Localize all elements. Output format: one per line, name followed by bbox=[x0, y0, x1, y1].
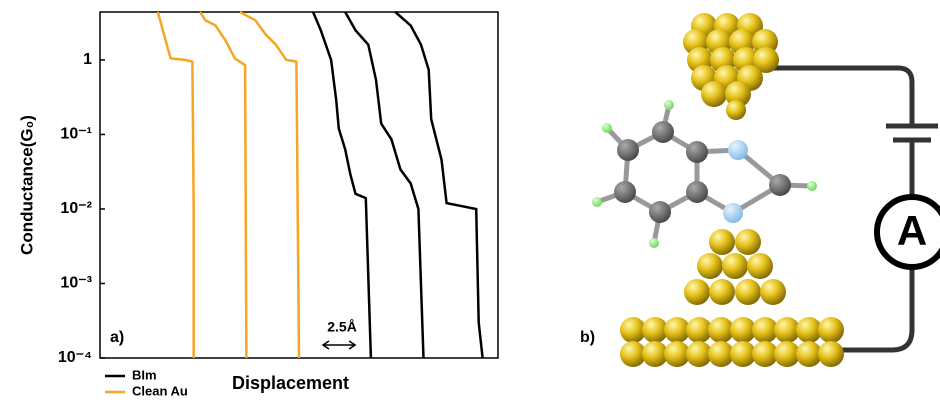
y-tick-label: 1 bbox=[83, 51, 92, 68]
atom bbox=[728, 140, 748, 160]
atom bbox=[697, 253, 723, 279]
trace-line bbox=[158, 12, 194, 358]
atom bbox=[760, 279, 786, 305]
atom bbox=[735, 229, 761, 255]
atom bbox=[649, 201, 671, 223]
atom bbox=[684, 279, 710, 305]
y-tick-label: 10⁻³ bbox=[60, 275, 92, 292]
atom bbox=[807, 181, 817, 191]
atom bbox=[649, 238, 659, 248]
atom bbox=[747, 253, 773, 279]
trace-line bbox=[240, 12, 299, 358]
atom bbox=[592, 197, 602, 207]
atom bbox=[722, 253, 748, 279]
legend-label: BIm bbox=[132, 367, 157, 382]
atom bbox=[735, 279, 761, 305]
atom bbox=[726, 100, 746, 120]
atom bbox=[664, 100, 674, 110]
atom bbox=[818, 317, 844, 343]
atom bbox=[617, 139, 639, 161]
y-tick-label: 10⁻¹ bbox=[60, 126, 92, 143]
atom bbox=[602, 123, 612, 133]
figure: Conductance(G₀) Displacement a) b) A 1 10… bbox=[0, 0, 940, 400]
atom bbox=[818, 341, 844, 367]
trace-line bbox=[313, 12, 371, 358]
panel-label: a) bbox=[110, 329, 124, 346]
atom bbox=[709, 229, 735, 255]
atom bbox=[686, 181, 708, 203]
y-tick-label: 10⁻⁴ bbox=[58, 349, 92, 366]
trace-line bbox=[345, 12, 423, 358]
atom bbox=[769, 174, 791, 196]
y-axis-label: Conductance(G₀) bbox=[17, 115, 36, 255]
meter-label: A bbox=[897, 207, 927, 254]
atom bbox=[652, 121, 674, 143]
scale-bar-label: 2.5Å bbox=[327, 319, 357, 335]
trace-line bbox=[200, 12, 246, 358]
trace-line bbox=[395, 12, 482, 358]
y-tick-label: 10⁻² bbox=[60, 200, 92, 217]
scale-bar bbox=[323, 341, 355, 349]
atom bbox=[723, 203, 743, 223]
atom bbox=[701, 81, 727, 107]
x-axis-label: Displacement bbox=[232, 373, 349, 393]
atom bbox=[686, 141, 708, 163]
atom bbox=[709, 279, 735, 305]
atom bbox=[614, 181, 636, 203]
panel-label: b) bbox=[580, 329, 595, 346]
legend-label: Clean Au bbox=[132, 383, 188, 398]
